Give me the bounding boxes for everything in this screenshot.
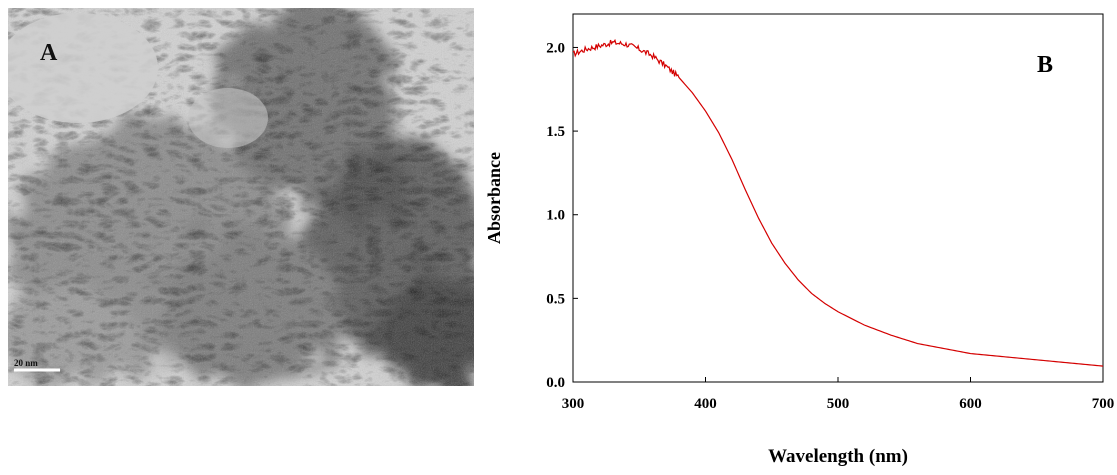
y-tick-label: 0.0	[546, 375, 565, 391]
y-tick-label: 1.0	[546, 208, 565, 224]
panel-a-label: A	[40, 40, 58, 66]
y-tick-label: 2.0	[546, 40, 565, 56]
panel-b-label: B	[1037, 52, 1053, 78]
y-tick-label: 1.5	[546, 124, 565, 140]
y-axis-label: Absorbance	[484, 152, 504, 244]
plot-frame	[572, 13, 1104, 383]
x-tick-label: 300	[562, 396, 585, 412]
x-axis-label: Wavelength (nm)	[768, 446, 908, 467]
x-axis: 300 400 500 600 700	[562, 377, 1115, 412]
tem-micrograph-image: A 20 nm	[0, 0, 498, 388]
y-axis: 0.0 0.5 1.0 1.5 2.0	[546, 40, 578, 391]
x-tick-label: 400	[694, 396, 717, 412]
y-tick-label: 0.5	[546, 291, 565, 307]
x-tick-label: 600	[959, 396, 982, 412]
chart-svg: 300 400 500 600 700 0.0 0.5 1.0 1.5 2.0 B Wavele…	[484, 13, 1115, 467]
scale-bar-label: 20 nm	[14, 358, 38, 368]
absorbance-chart: 300 400 500 600 700 0.0 0.5 1.0 1.5 2.0 B Wavele…	[480, 0, 1117, 470]
tem-micrograph: A 20 nm	[0, 0, 498, 388]
x-tick-label: 500	[827, 396, 850, 412]
absorbance-series-line	[572, 38, 1104, 367]
x-tick-label: 700	[1092, 396, 1115, 412]
